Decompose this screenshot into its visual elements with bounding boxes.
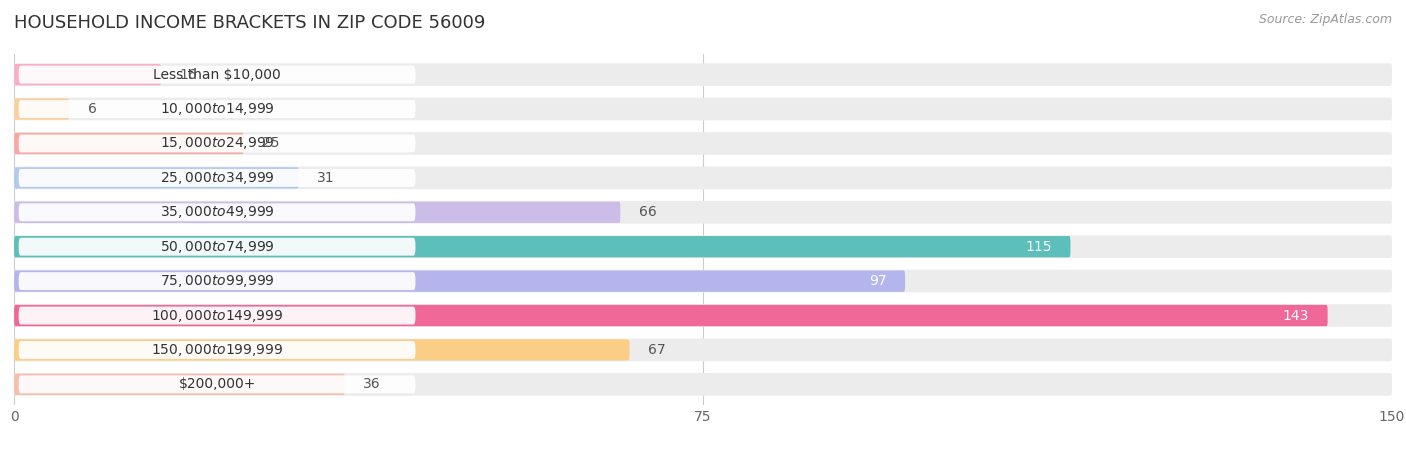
Text: $100,000 to $149,999: $100,000 to $149,999: [150, 307, 283, 324]
Text: 36: 36: [363, 378, 381, 392]
FancyBboxPatch shape: [14, 305, 1327, 326]
FancyBboxPatch shape: [14, 166, 1392, 189]
Text: 143: 143: [1282, 309, 1309, 323]
FancyBboxPatch shape: [18, 169, 416, 187]
FancyBboxPatch shape: [14, 270, 905, 292]
Text: 25: 25: [262, 136, 280, 150]
Text: $25,000 to $34,999: $25,000 to $34,999: [160, 170, 274, 186]
FancyBboxPatch shape: [14, 202, 620, 223]
FancyBboxPatch shape: [18, 135, 416, 153]
FancyBboxPatch shape: [14, 201, 1392, 224]
FancyBboxPatch shape: [14, 304, 1392, 327]
Text: HOUSEHOLD INCOME BRACKETS IN ZIP CODE 56009: HOUSEHOLD INCOME BRACKETS IN ZIP CODE 56…: [14, 14, 485, 32]
FancyBboxPatch shape: [14, 99, 69, 120]
Text: $150,000 to $199,999: $150,000 to $199,999: [150, 342, 283, 358]
Text: 97: 97: [869, 274, 887, 288]
Text: Source: ZipAtlas.com: Source: ZipAtlas.com: [1258, 14, 1392, 27]
FancyBboxPatch shape: [14, 133, 243, 154]
Text: 66: 66: [638, 205, 657, 219]
Text: $75,000 to $99,999: $75,000 to $99,999: [160, 273, 274, 289]
FancyBboxPatch shape: [14, 338, 1392, 361]
FancyBboxPatch shape: [18, 272, 416, 290]
Text: Less than $10,000: Less than $10,000: [153, 68, 281, 81]
Text: $15,000 to $24,999: $15,000 to $24,999: [160, 135, 274, 152]
FancyBboxPatch shape: [18, 66, 416, 84]
FancyBboxPatch shape: [18, 306, 416, 324]
FancyBboxPatch shape: [14, 373, 1392, 396]
FancyBboxPatch shape: [18, 375, 416, 393]
Text: 31: 31: [318, 171, 335, 185]
FancyBboxPatch shape: [18, 238, 416, 256]
Text: 67: 67: [648, 343, 665, 357]
FancyBboxPatch shape: [14, 339, 630, 360]
Text: $35,000 to $49,999: $35,000 to $49,999: [160, 204, 274, 220]
FancyBboxPatch shape: [14, 167, 299, 189]
Text: 6: 6: [87, 102, 97, 116]
FancyBboxPatch shape: [14, 63, 1392, 86]
Text: 115: 115: [1025, 240, 1052, 254]
Text: $50,000 to $74,999: $50,000 to $74,999: [160, 238, 274, 255]
FancyBboxPatch shape: [18, 100, 416, 118]
FancyBboxPatch shape: [14, 374, 344, 395]
Text: $200,000+: $200,000+: [179, 378, 256, 392]
FancyBboxPatch shape: [14, 132, 1392, 155]
FancyBboxPatch shape: [14, 98, 1392, 121]
FancyBboxPatch shape: [14, 270, 1392, 293]
FancyBboxPatch shape: [14, 236, 1070, 257]
Text: 16: 16: [180, 68, 197, 81]
Text: $10,000 to $14,999: $10,000 to $14,999: [160, 101, 274, 117]
FancyBboxPatch shape: [14, 235, 1392, 258]
FancyBboxPatch shape: [18, 341, 416, 359]
FancyBboxPatch shape: [14, 64, 162, 86]
FancyBboxPatch shape: [18, 203, 416, 221]
